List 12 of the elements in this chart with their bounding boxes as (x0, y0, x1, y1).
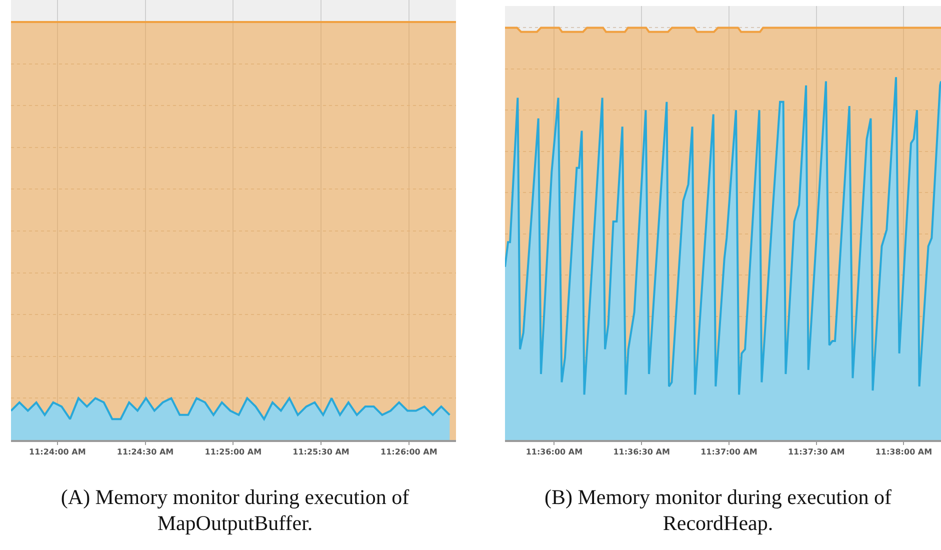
x-tick-label: 11:25:00 AM (204, 448, 262, 457)
x-tick-label: 11:26:00 AM (380, 448, 438, 457)
x-tick-label: 11:36:30 AM (613, 448, 670, 457)
x-tick-label: 11:36:00 AM (526, 448, 583, 457)
text: (A) Memory monitor during execution of MapOutputBuffer. (60, 484, 410, 536)
text: (B) Memory monitor during execution of RecordHeap. (543, 484, 892, 536)
x-tick-label: 11:25:30 AM (292, 448, 350, 457)
x-tick-label: 11:24:00 AM (29, 448, 86, 457)
x-tick-label: 11:37:30 AM (788, 448, 845, 457)
x-tick-label: 11:24:30 AM (116, 448, 174, 457)
x-tick-label: 11:38:00 AM (875, 448, 932, 457)
x-tick-label: 11:37:00 AM (700, 448, 758, 457)
